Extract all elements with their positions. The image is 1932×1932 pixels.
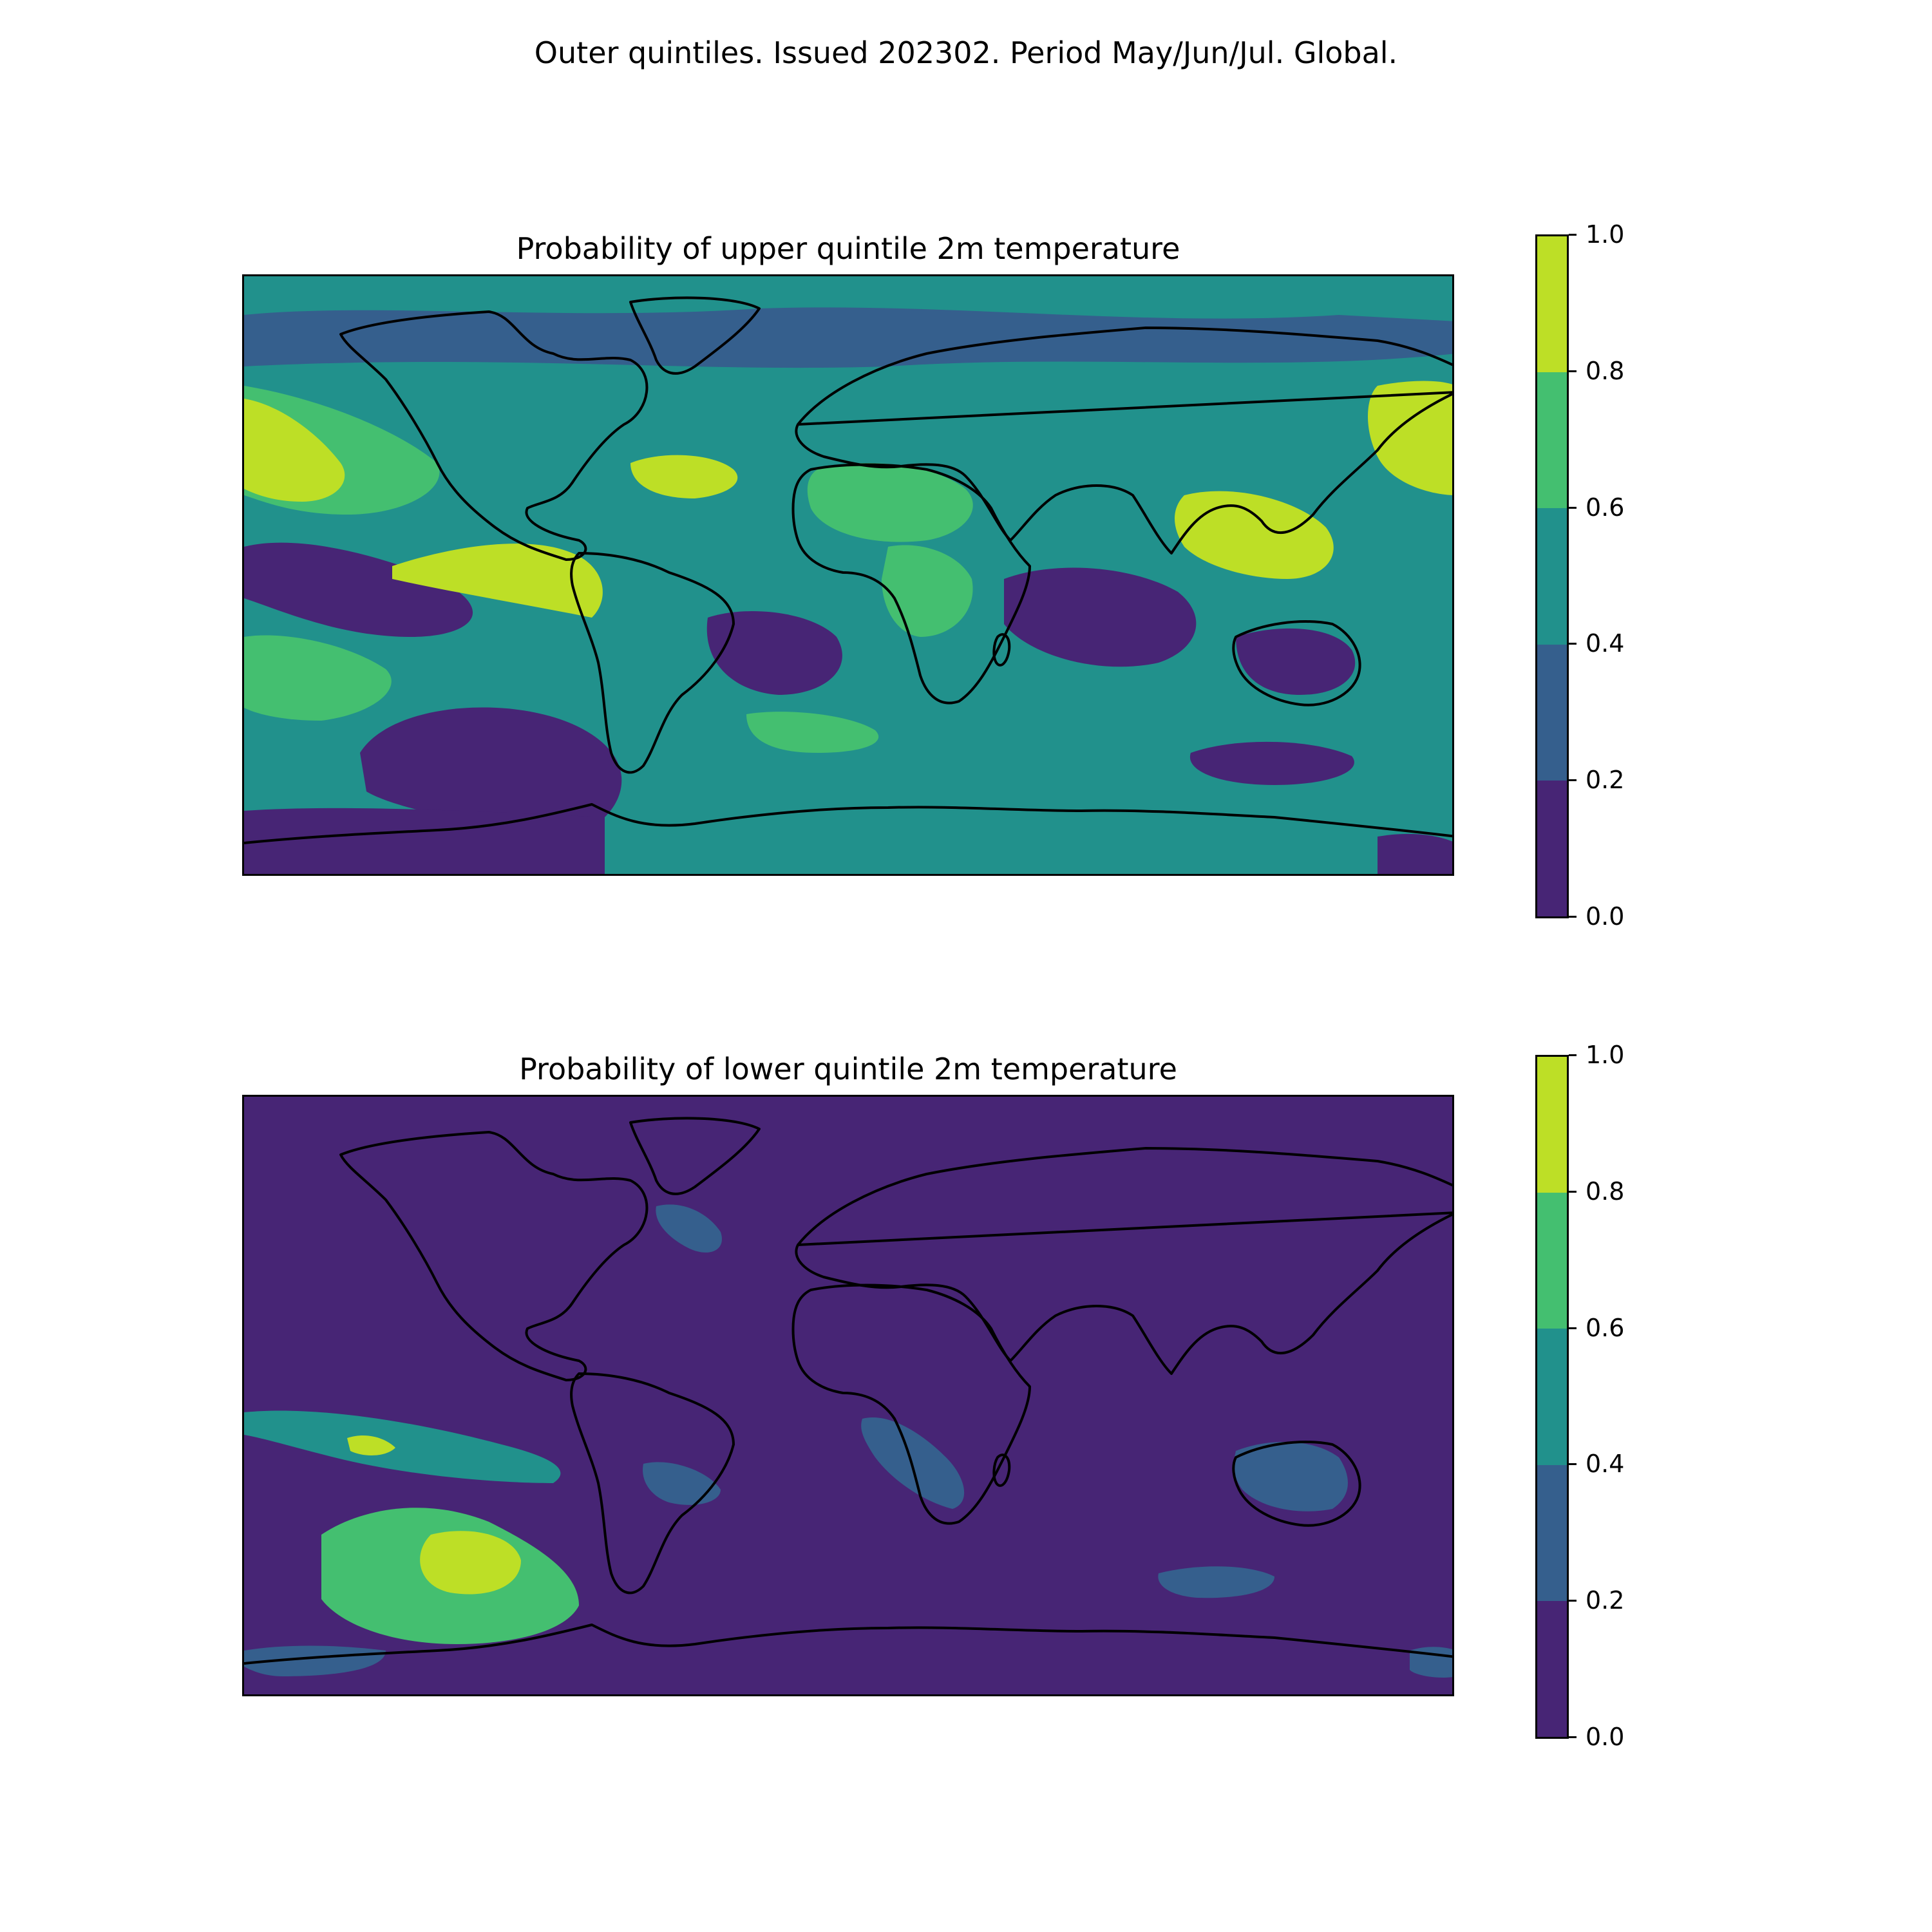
lower-colorbar-segment — [1537, 1600, 1567, 1737]
upper-colorbar-tick-label: 0.4 — [1586, 629, 1625, 658]
upper-colorbar-tick-label: 0.6 — [1586, 493, 1625, 522]
lower-region-north-pacific-peak — [347, 1435, 395, 1455]
lower-colorbar-tick — [1569, 1736, 1577, 1738]
lower-region-australia — [1234, 1442, 1348, 1511]
upper-coastlines — [244, 296, 1452, 844]
lower-colorbar-tick-label: 0.2 — [1586, 1586, 1625, 1615]
lower-region-southern-indian-ocean — [1158, 1566, 1274, 1598]
upper-region-central-south-pacific — [244, 542, 473, 637]
lower-colorbar-tick-label: 0.8 — [1586, 1177, 1625, 1206]
upper-panel-title: Probability of upper quintile 2m tempera… — [516, 231, 1180, 266]
lower-region-southeast-pacific-peak — [420, 1531, 521, 1595]
figure-title: Outer quintiles. Issued 202302. Period M… — [534, 35, 1398, 70]
upper-colorbar-tick-label: 1.0 — [1586, 220, 1625, 249]
lower-coastlines — [244, 1117, 1452, 1665]
lower-coast-south-america — [570, 1372, 735, 1595]
lower-colorbar-tick-label: 0.4 — [1586, 1450, 1625, 1479]
upper-map-canvas — [244, 276, 1452, 874]
upper-colorbar-tick — [1569, 370, 1577, 372]
lower-colorbar-segment — [1537, 1329, 1567, 1465]
lower-coast-north-america — [339, 1131, 649, 1381]
lower-colorbar-segment — [1537, 1193, 1567, 1329]
upper-coast-africa — [791, 463, 1031, 705]
upper-region-australia — [1236, 628, 1356, 695]
upper-region-south-atlantic-warm — [746, 712, 879, 753]
upper-region-central-africa — [882, 545, 973, 637]
upper-region-eastern-equatorial-pacific — [392, 544, 603, 618]
lower-map-canvas — [244, 1097, 1452, 1694]
upper-region-antarctica-east — [1378, 833, 1452, 874]
upper-colorbar-segment — [1537, 236, 1567, 373]
lower-region-labrador-sea — [656, 1204, 722, 1253]
upper-coast-madagascar — [992, 633, 1011, 667]
upper-region-south-pacific — [244, 635, 392, 721]
lower-coast-australia — [1232, 1441, 1361, 1527]
upper-region-north-pacific-peak — [244, 399, 345, 502]
upper-colorbar-tick — [1569, 506, 1577, 509]
upper-colorbar-tick-label: 0.2 — [1586, 766, 1625, 795]
lower-colorbar-tick — [1569, 1190, 1577, 1193]
upper-quintile-map — [242, 274, 1454, 876]
lower-region-north-pacific-band — [244, 1410, 561, 1483]
lower-colorbar-tick — [1569, 1327, 1577, 1329]
upper-region-indian-ocean — [1004, 567, 1197, 667]
lower-quintile-map — [242, 1095, 1454, 1696]
lower-coast-madagascar — [992, 1454, 1011, 1487]
lower-colorbar-tick — [1569, 1054, 1577, 1056]
upper-region-southern-ocean — [1189, 741, 1354, 785]
upper-colorbar-tick — [1569, 643, 1577, 645]
lower-region-south-america — [643, 1462, 721, 1505]
lower-colorbar-tick — [1569, 1600, 1577, 1602]
lower-colorbar — [1535, 1055, 1569, 1739]
upper-colorbar-segment — [1537, 508, 1567, 645]
upper-region-sahara — [807, 463, 973, 542]
lower-colorbar-segment — [1537, 1464, 1567, 1601]
upper-colorbar-tick — [1569, 779, 1577, 782]
upper-region-maritime-continent — [1175, 491, 1334, 579]
upper-coast-australia — [1232, 620, 1361, 706]
upper-region-east-asia-pacific — [1368, 381, 1452, 495]
lower-coast-antarctica — [244, 1624, 1452, 1665]
upper-coast-greenland — [629, 296, 761, 375]
lower-colorbar-tick-label: 0.0 — [1586, 1723, 1625, 1751]
upper-colorbar-segment — [1537, 780, 1567, 916]
upper-coast-south-america — [570, 552, 735, 774]
upper-region-north-atlantic — [630, 455, 738, 498]
upper-colorbar-segment — [1537, 644, 1567, 781]
upper-region-south-atlantic — [706, 611, 842, 695]
upper-coast-antarctica — [244, 803, 1452, 844]
upper-colorbar-tick-label: 0.8 — [1586, 356, 1625, 385]
upper-coast-north-america — [339, 310, 649, 561]
lower-colorbar-tick-label: 0.6 — [1586, 1313, 1625, 1342]
lower-colorbar-segment — [1537, 1057, 1567, 1193]
lower-region-antarctic-peninsula — [244, 1645, 386, 1676]
lower-coast-africa — [791, 1283, 1031, 1525]
upper-region-southeast-pacific — [360, 707, 622, 830]
upper-colorbar-tick-label: 0.0 — [1586, 902, 1625, 931]
lower-panel-title: Probability of lower quintile 2m tempera… — [519, 1052, 1177, 1086]
upper-colorbar-tick — [1569, 234, 1577, 236]
upper-region-antarctica-west — [244, 808, 605, 874]
upper-colorbar-tick — [1569, 916, 1577, 918]
lower-colorbar-tick — [1569, 1463, 1577, 1466]
upper-colorbar-segment — [1537, 372, 1567, 509]
upper-colorbar — [1535, 234, 1569, 918]
lower-coast-greenland — [629, 1117, 761, 1195]
lower-colorbar-tick-label: 1.0 — [1586, 1041, 1625, 1069]
